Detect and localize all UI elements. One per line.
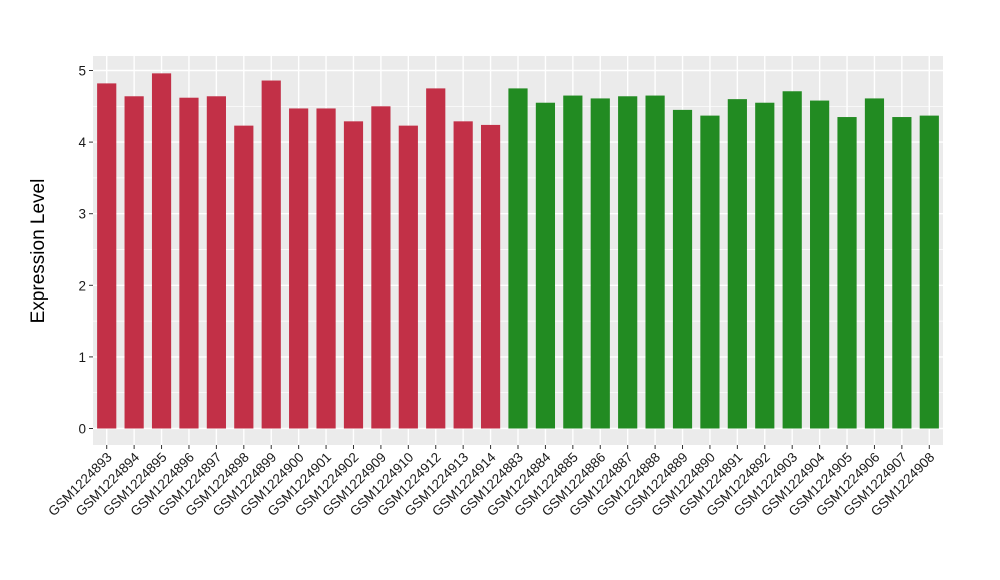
bar [426,88,446,429]
bar [151,73,172,429]
bar [645,95,665,429]
bar [97,83,117,429]
bar [672,109,693,429]
bar [892,117,912,429]
bar [371,106,391,429]
y-axis: 0 1 2 3 4 5 [78,64,93,437]
bar-series [97,73,939,429]
bar [508,88,528,429]
bar [590,98,610,429]
bar [289,108,309,429]
bar [316,108,336,429]
bar [919,115,939,429]
y-tick-label: 1 [78,350,86,365]
bar [563,95,583,429]
bar [206,96,226,429]
y-tick-label: 0 [78,422,86,437]
bar [343,121,364,429]
y-tick-label: 2 [78,278,86,293]
bar [535,102,556,429]
y-tick-label: 5 [78,64,86,79]
bar [124,96,144,429]
bar [618,96,638,429]
y-axis-title: Expression Level [28,179,49,324]
bar [234,125,254,429]
bar [864,98,885,429]
y-tick-label: 4 [78,135,86,150]
bar [782,91,802,429]
bar [453,121,473,429]
bar [179,97,199,429]
bar [727,99,747,429]
bar [261,80,281,429]
y-tick-label: 3 [78,207,86,222]
bar [700,115,720,429]
bar [480,124,501,429]
x-axis: GSM1224893GSM1224894GSM1224895GSM1224896… [45,445,937,519]
bar [398,125,418,429]
bar [810,100,830,429]
bar [755,102,775,429]
bar [837,117,857,429]
